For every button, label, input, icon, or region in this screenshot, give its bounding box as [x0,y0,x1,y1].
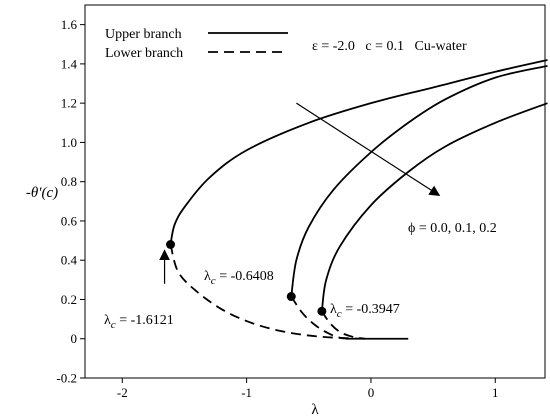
y-tick-label: 1.6 [61,17,78,32]
critical-point-marker [166,240,176,250]
x-tick-label: 1 [492,385,499,400]
critical-point-marker [286,292,296,302]
y-axis-title: -θ'(c) [26,185,58,201]
lambda-c-label-1: λc = -1.6121 [104,313,174,331]
y-tick-label: 0.8 [61,174,77,189]
upper-branch-curve [169,59,548,245]
critical-point-marker [317,306,327,316]
phi-label: ϕ = 0.0, 0.1, 0.2 [408,221,497,236]
legend-label-lower: Lower branch [105,46,183,61]
phi-arrow [296,102,441,197]
y-tick-label: 0.4 [61,253,78,268]
y-tick-label: 1.0 [61,135,77,150]
lower-branch-curve [169,244,365,340]
x-axis-ticks: -2 -1 0 1 [117,378,499,400]
x-axis-title: λ [311,402,319,418]
y-tick-label: 1.2 [61,96,77,111]
plot-frame [84,4,546,379]
lambda-c-label-3: λc = -0.3947 [330,302,400,320]
legend-label-upper: Upper branch [105,27,182,42]
upper-branch-curve [290,64,548,297]
parameter-text: ε = -2.0 c = 0.1 Cu-water [312,39,467,54]
critical-points [166,240,327,316]
x-tick-label: -2 [117,385,128,400]
lower-branch-curve [321,310,365,340]
lower-branch-curve [290,296,353,340]
legend: Upper branch Lower branch [105,27,288,61]
x-tick-label: 0 [368,385,375,400]
y-tick-label: 1.4 [61,56,78,71]
y-axis-ticks: -0.2 0 0.2 0.4 0.6 0.8 1.0 1.2 1.4 1.6 [56,17,85,386]
y-tick-label: 0.2 [61,292,77,307]
y-tick-label: 0 [71,331,78,346]
y-tick-label: -0.2 [56,371,77,386]
upper-branch-curve [320,102,548,312]
x-tick-label: -1 [241,385,252,400]
series-layer [169,59,548,340]
lambda-c-label-2: λc = -0.6408 [204,269,274,287]
y-tick-label: 0.6 [61,213,78,228]
